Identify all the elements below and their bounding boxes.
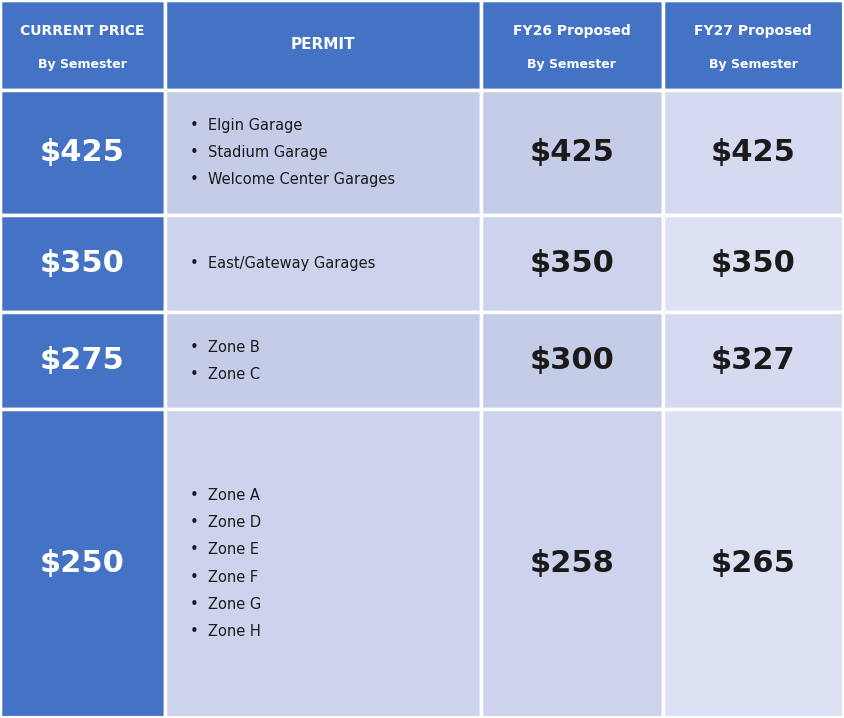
Text: •  Zone B: • Zone B	[190, 340, 260, 355]
Text: $350: $350	[529, 249, 614, 279]
Text: $425: $425	[529, 138, 614, 167]
Bar	[663, 312, 844, 409]
Bar	[663, 0, 844, 90]
Text: FY26 Proposed: FY26 Proposed	[513, 24, 630, 38]
Bar	[165, 312, 481, 409]
Text: $265: $265	[711, 549, 796, 578]
Text: •  Zone D: • Zone D	[190, 516, 261, 530]
Bar	[663, 409, 844, 718]
Text: $350: $350	[711, 249, 796, 279]
Text: •  Zone C: • Zone C	[190, 367, 260, 382]
Bar	[481, 0, 663, 90]
Bar	[165, 409, 481, 718]
Bar	[481, 409, 663, 718]
Text: •  Stadium Garage: • Stadium Garage	[190, 145, 327, 160]
Text: •  Zone E: • Zone E	[190, 543, 259, 557]
Bar	[481, 90, 663, 215]
Text: By Semester: By Semester	[709, 58, 798, 71]
Bar	[0, 312, 165, 409]
Text: •  Zone H: • Zone H	[190, 625, 261, 639]
Text: $300: $300	[529, 346, 614, 376]
Text: •  Elgin Garage: • Elgin Garage	[190, 118, 302, 133]
Text: •  Zone G: • Zone G	[190, 597, 261, 612]
Text: •  Zone F: • Zone F	[190, 570, 258, 584]
Text: $275: $275	[40, 346, 125, 376]
Text: CURRENT PRICE: CURRENT PRICE	[20, 24, 144, 38]
Text: $258: $258	[529, 549, 614, 578]
Bar	[481, 215, 663, 312]
Text: $350: $350	[40, 249, 125, 279]
Text: $425: $425	[40, 138, 125, 167]
Text: FY27 Proposed: FY27 Proposed	[695, 24, 812, 38]
Bar	[165, 0, 481, 90]
Bar	[0, 215, 165, 312]
Bar	[663, 215, 844, 312]
Bar	[0, 90, 165, 215]
Bar	[0, 0, 165, 90]
Bar	[481, 312, 663, 409]
Bar	[165, 215, 481, 312]
Text: By Semester: By Semester	[528, 58, 616, 71]
Text: $327: $327	[711, 346, 796, 376]
Text: •  East/Gateway Garages: • East/Gateway Garages	[190, 256, 376, 271]
Text: •  Welcome Center Garages: • Welcome Center Garages	[190, 172, 395, 187]
Text: $250: $250	[40, 549, 125, 578]
Text: •  Zone A: • Zone A	[190, 488, 260, 503]
Text: $425: $425	[711, 138, 796, 167]
Bar	[165, 90, 481, 215]
Text: PERMIT: PERMIT	[290, 37, 355, 52]
Bar	[663, 90, 844, 215]
Bar	[0, 409, 165, 718]
Text: By Semester: By Semester	[38, 58, 127, 71]
